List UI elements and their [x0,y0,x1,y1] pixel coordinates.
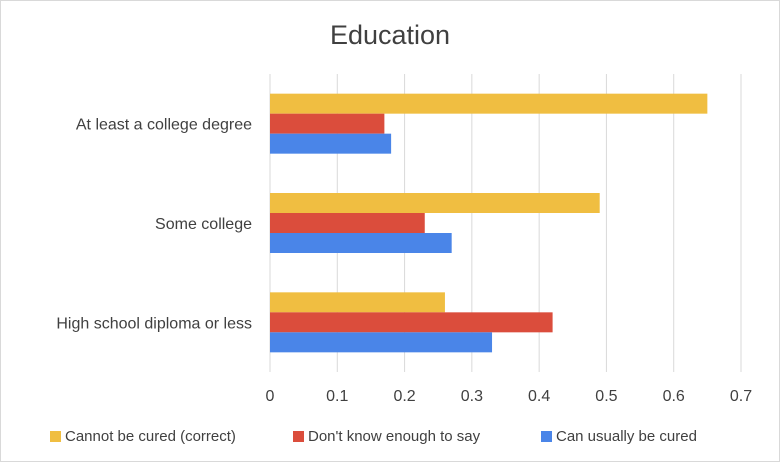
legend-swatch-1 [293,431,304,442]
x-tick-label-1: 0.1 [326,388,348,405]
legend-label-0: Cannot be cured (correct) [65,428,236,445]
bar-1-1 [270,213,425,233]
x-tick-labels: 0 0.1 0.2 0.3 0.4 0.5 0.6 0.7 [266,388,753,405]
x-tick-label-2: 0.2 [393,388,415,405]
x-tick-label-0: 0 [266,388,275,405]
category-label-0: At least a college degree [76,117,252,134]
x-tick-label-3: 0.3 [461,388,483,405]
bar-0-2 [270,133,392,154]
bar-1-0 [270,193,600,213]
category-labels: At least a college degree Some college Hig… [56,117,252,333]
legend-swatch-2 [541,431,552,442]
bar-2-1 [270,312,553,333]
x-tick-label-6: 0.6 [663,388,685,405]
bars [270,93,708,353]
legend-label-2: Can usually be cured [556,428,697,445]
bar-0-0 [270,93,708,114]
bar-2-0 [270,292,445,313]
chart-title: Education [330,20,450,50]
legend-label-1: Don't know enough to say [308,428,481,445]
x-tick-label-7: 0.7 [730,388,752,405]
x-tick-label-4: 0.4 [528,388,550,405]
bar-2-2 [270,332,493,353]
legend-swatch-0 [50,431,61,442]
bar-1-2 [270,233,452,253]
bar-0-1 [270,113,385,134]
x-tick-label-5: 0.5 [595,388,617,405]
legend: Cannot be cured (correct) Don't know enou… [50,428,697,445]
category-label-2: High school diploma or less [56,315,252,332]
category-label-1: Some college [155,216,252,233]
